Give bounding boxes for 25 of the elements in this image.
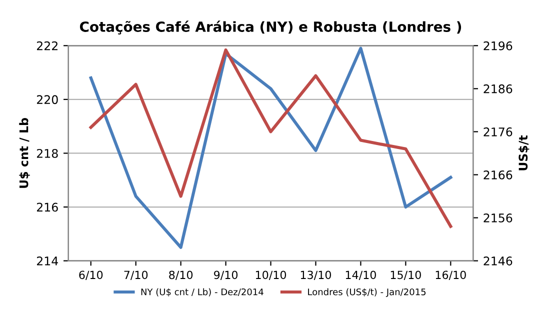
- y2-tick-label: 2196: [484, 41, 512, 50]
- y2-tick-label: 2146: [484, 256, 512, 266]
- x-tick-label: 14/10: [346, 270, 376, 280]
- y-tick-label: 216: [36, 202, 58, 212]
- y-tick-label: 218: [36, 148, 58, 158]
- chart-title: Cotações Café Arábica (NY) e Robusta (Londres ): [80, 20, 462, 34]
- y2-axis-title: US$/t: [518, 135, 530, 170]
- y2-tick-label: 2156: [484, 213, 512, 222]
- x-tick-label: 8/10: [169, 270, 193, 280]
- x-tick-label: 15/10: [390, 270, 421, 280]
- x-tick-label: 6/10: [79, 270, 103, 280]
- y-axis-title: U$ cnt / Lb: [19, 118, 30, 188]
- y-tick-label: 222: [36, 41, 58, 50]
- x-tick-label: 7/10: [124, 270, 148, 280]
- legend-label: Londres (US$/t) - Jan/2015: [308, 288, 426, 297]
- x-tick-label: 13/10: [300, 270, 332, 280]
- x-tick-label: 9/10: [214, 270, 238, 280]
- y2-tick-label: 2186: [484, 84, 512, 94]
- x-tick-label: 16/10: [436, 270, 466, 280]
- y2-tick-label: 2166: [484, 170, 512, 180]
- y-tick-label: 214: [36, 256, 58, 266]
- x-tick-label: 10/10: [256, 270, 286, 280]
- y2-tick-label: 2176: [484, 127, 512, 136]
- y-tick-label: 220: [36, 95, 58, 104]
- legend-label: NY (U$ cnt / Lb) - Dez/2014: [141, 288, 264, 296]
